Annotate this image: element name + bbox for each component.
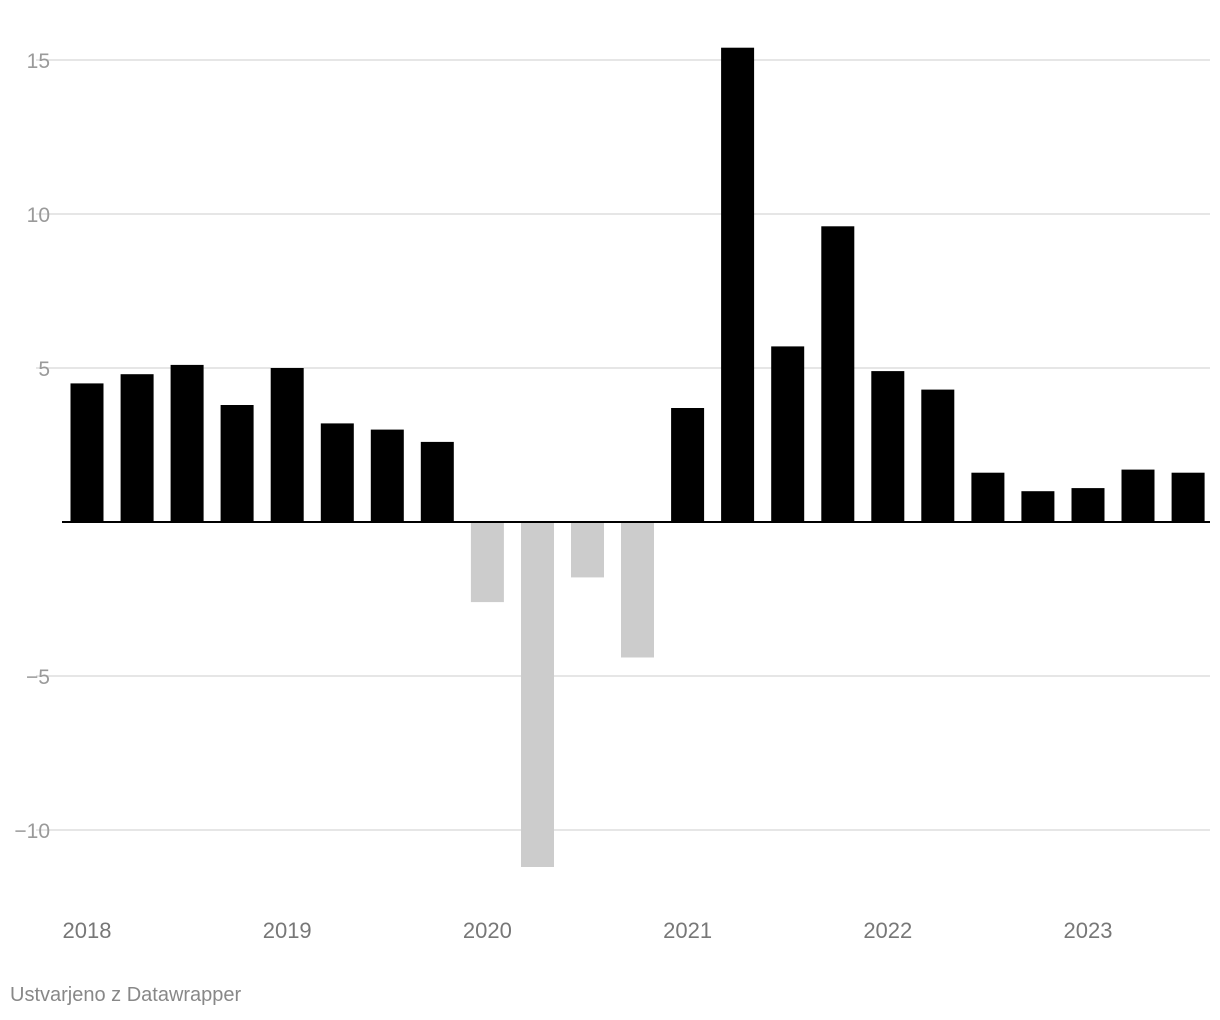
grid-layer (36, 59, 1210, 831)
bar (170, 364, 204, 522)
bar (671, 408, 705, 522)
bar-chart: 15 10 5 −5 −10 2018 2019 2020 2021 2022 2023 (14, 47, 1210, 943)
x-tick-label: 2020 (463, 918, 512, 943)
bar (420, 441, 454, 522)
bar (721, 47, 755, 522)
bar (921, 389, 955, 522)
bar (771, 346, 805, 522)
x-tick-label: 2018 (63, 918, 112, 943)
bar-layer (70, 47, 1205, 867)
bar (1171, 472, 1205, 522)
bar (1021, 491, 1055, 522)
axis-layer: 15 10 5 −5 −10 2018 2019 2020 2021 2022 2023 (14, 50, 1210, 943)
bar (971, 472, 1005, 522)
credit-text: Ustvarjeno z Datawrapper (10, 984, 242, 1006)
bar (120, 374, 154, 522)
chart-container: 15 10 5 −5 −10 2018 2019 2020 2021 2022 2023 (14, 47, 1210, 943)
bar (621, 522, 654, 658)
bar (220, 405, 254, 522)
bar (470, 522, 504, 603)
x-tick-label: 2022 (863, 918, 912, 943)
x-tick-label: 2021 (663, 918, 712, 943)
y-tick-label: −5 (26, 666, 50, 689)
y-tick-label: −10 (14, 820, 50, 843)
bar (320, 423, 354, 522)
bar (821, 226, 855, 523)
bar (70, 383, 104, 522)
bar (571, 522, 604, 578)
bar (1071, 488, 1105, 522)
y-tick-label: 5 (38, 358, 50, 381)
bar (370, 429, 404, 522)
bar (521, 522, 554, 867)
bar (871, 371, 905, 522)
bar (270, 368, 304, 522)
x-tick-label: 2023 (1064, 918, 1113, 943)
x-tick-label: 2019 (263, 918, 312, 943)
y-tick-label: 10 (27, 204, 50, 227)
y-tick-label: 15 (27, 50, 50, 73)
bar (1121, 469, 1155, 522)
